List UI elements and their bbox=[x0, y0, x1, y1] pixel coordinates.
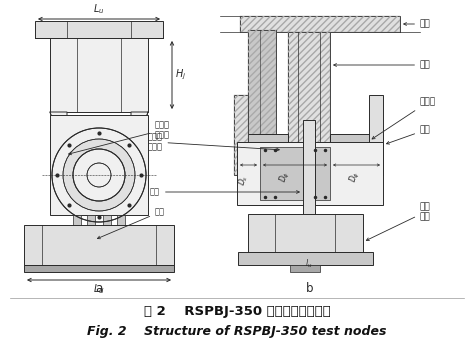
Bar bbox=[248, 30, 276, 205]
Bar bbox=[238, 252, 373, 265]
Text: 图 2    RSPBJ-350 试验节点构造示意: 图 2 RSPBJ-350 试验节点构造示意 bbox=[144, 306, 330, 319]
Text: b: b bbox=[306, 282, 314, 294]
Text: 铸钢
底座: 铸钢 底座 bbox=[366, 202, 431, 240]
Text: 向心关
节轴承: 向心关 节轴承 bbox=[147, 132, 279, 152]
Bar bbox=[234, 95, 248, 175]
Text: $L_d$: $L_d$ bbox=[93, 282, 105, 296]
Bar bbox=[248, 30, 276, 205]
Bar bbox=[237, 142, 383, 205]
Text: $D_\phi$: $D_\phi$ bbox=[347, 170, 363, 184]
Bar bbox=[290, 265, 320, 272]
Text: 销轴: 销轴 bbox=[98, 207, 165, 239]
Bar bbox=[24, 265, 174, 272]
Text: $l_u$: $l_u$ bbox=[305, 258, 313, 270]
Bar bbox=[303, 120, 315, 215]
Bar bbox=[24, 225, 174, 265]
Bar bbox=[330, 134, 383, 147]
Bar bbox=[73, 215, 81, 250]
Text: 销轴: 销轴 bbox=[150, 188, 299, 197]
Text: 方柱: 方柱 bbox=[334, 60, 431, 69]
Bar bbox=[240, 16, 400, 32]
Polygon shape bbox=[131, 112, 148, 165]
Text: $D_s$: $D_s$ bbox=[236, 173, 250, 187]
Bar bbox=[35, 21, 163, 38]
Bar bbox=[117, 215, 125, 250]
Polygon shape bbox=[50, 112, 67, 165]
Bar bbox=[369, 95, 383, 175]
Text: Fig. 2    Structure of RSPBJ-350 test nodes: Fig. 2 Structure of RSPBJ-350 test nodes bbox=[87, 325, 387, 338]
Bar bbox=[234, 95, 248, 175]
Circle shape bbox=[73, 149, 125, 201]
Bar bbox=[288, 32, 330, 185]
Bar bbox=[248, 214, 363, 252]
Circle shape bbox=[63, 139, 135, 211]
Bar bbox=[87, 215, 95, 250]
Text: 盖板: 盖板 bbox=[386, 126, 431, 144]
Bar bbox=[50, 115, 148, 215]
Bar bbox=[50, 38, 148, 112]
Text: a: a bbox=[95, 282, 103, 294]
Text: 中耳板: 中耳板 bbox=[372, 98, 436, 139]
Text: 向心关
节轴承: 向心关 节轴承 bbox=[69, 120, 170, 155]
Bar bbox=[305, 245, 313, 252]
Bar bbox=[103, 215, 111, 250]
Bar bbox=[240, 16, 400, 32]
Bar bbox=[299, 215, 319, 245]
Text: $H_j$: $H_j$ bbox=[175, 68, 186, 82]
Bar bbox=[235, 134, 288, 147]
Text: $L_u$: $L_u$ bbox=[93, 2, 105, 16]
Bar bbox=[288, 32, 330, 185]
Text: 顶板: 顶板 bbox=[404, 19, 431, 28]
Text: $D_\phi$: $D_\phi$ bbox=[277, 170, 293, 184]
Bar bbox=[260, 147, 330, 200]
